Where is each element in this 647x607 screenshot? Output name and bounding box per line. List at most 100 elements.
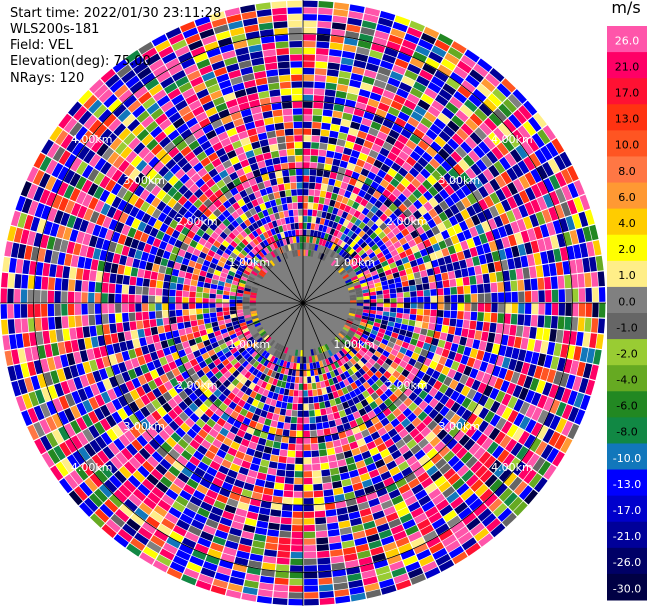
velocity-gate [379,375,388,384]
velocity-gate [127,247,137,258]
velocity-gate [213,346,222,354]
velocity-gate [318,1,334,9]
velocity-gate [518,175,530,190]
velocity-gate [388,283,396,289]
velocity-gate [501,236,511,249]
velocity-gate [320,232,326,239]
velocity-gate [515,325,524,337]
velocity-gate [190,320,198,327]
velocity-gate [274,482,284,490]
velocity-gate [156,248,165,258]
velocity-gate [169,316,177,324]
velocity-gate [388,518,402,529]
velocity-gate [23,214,34,230]
velocity-gate [286,223,292,231]
velocity-gate [211,60,226,71]
velocity-gate [227,244,235,252]
velocity-gate [353,333,361,340]
velocity-gate [401,466,413,478]
velocity-gate [505,210,516,223]
velocity-gate [193,349,202,358]
velocity-gate [336,138,346,147]
velocity-gate [149,319,157,328]
velocity-gate [117,264,126,275]
velocity-gate [386,41,401,52]
velocity-gate [347,435,356,444]
velocity-gate [578,377,589,394]
velocity-gate [438,356,448,366]
velocity-gate [420,348,429,358]
velocity-gate [183,567,200,580]
velocity-gate [405,561,421,573]
velocity-gate [234,146,245,156]
velocity-gate [401,39,417,51]
velocity-gate [512,427,525,442]
velocity-gate [576,361,586,377]
velocity-gate [341,260,348,267]
velocity-gate [223,546,237,557]
velocity-gate [204,241,213,250]
velocity-gate [119,383,130,395]
velocity-gate [390,146,402,156]
velocity-gate [311,216,317,224]
velocity-gate [281,436,289,444]
velocity-gate [380,260,389,268]
velocity-gate [119,341,128,352]
velocity-gate [397,52,412,63]
velocity-gate [523,216,533,230]
velocity-gate [169,345,178,354]
range-ring [235,235,371,371]
velocity-gate [355,342,363,350]
velocity-gate [467,400,478,413]
velocity-gate [167,197,178,209]
velocity-gate [348,207,357,216]
velocity-gate [404,248,413,257]
velocity-gate [325,509,337,517]
velocity-gate [273,21,288,29]
velocity-gate [285,382,291,389]
velocity-gate [207,152,219,162]
velocity-gate [388,375,397,384]
velocity-gate [284,368,290,375]
velocity-gate [385,482,398,493]
velocity-gate [449,413,461,425]
velocity-gate [211,158,222,168]
velocity-gate [303,14,317,21]
velocity-gate [226,431,236,441]
velocity-gate [501,138,515,152]
velocity-gate [199,347,208,355]
velocity-gate [295,450,303,458]
velocity-gate [512,178,524,193]
velocity-gate [209,375,218,384]
velocity-gate [200,374,209,384]
velocity-gate [229,171,239,181]
velocity-gate [543,397,554,412]
velocity-gate [290,416,298,424]
velocity-gate [279,359,285,367]
velocity-gate [255,478,266,487]
velocity-gate [343,227,351,236]
velocity-gate [113,489,128,503]
velocity-gate [491,250,500,262]
velocity-gate [450,310,458,319]
velocity-gate [141,430,153,443]
colorbar-swatch [607,391,647,418]
velocity-gate [33,360,43,375]
velocity-gate [406,372,416,382]
velocity-gate [288,436,296,444]
velocity-gate [456,232,466,243]
velocity-gate [345,213,353,222]
velocity-gate [227,374,236,383]
velocity-gate [434,70,449,83]
velocity-gate [189,439,201,450]
velocity-gate [386,257,395,265]
velocity-gate [410,444,422,455]
velocity-gate [423,530,438,542]
velocity-gate [141,115,154,128]
velocity-gate [442,125,456,138]
velocity-gate [280,163,289,170]
velocity-gate [448,326,456,335]
velocity-gate [450,151,463,163]
colorbar-swatch [607,495,647,523]
velocity-gate [449,204,460,215]
